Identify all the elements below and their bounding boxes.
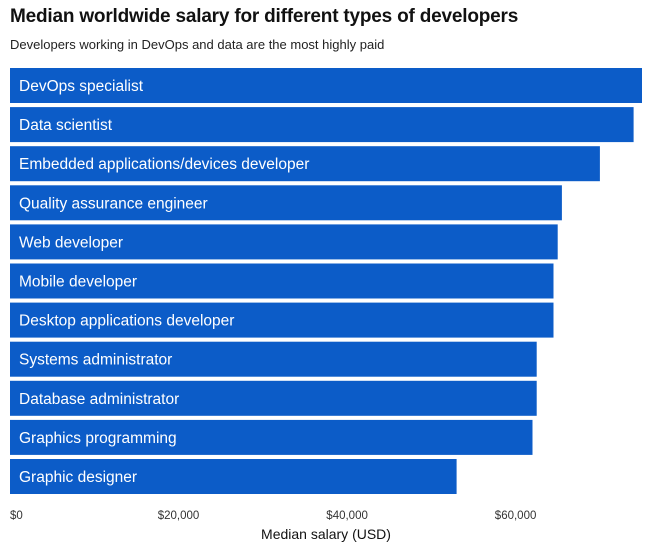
x-tick-label-2: $40,000 [326, 510, 368, 522]
bar-8 [10, 380, 537, 416]
chart-subtitle: Developers working in DevOps and data ar… [10, 37, 385, 52]
bar-9 [10, 419, 533, 455]
x-tick-label-1: $20,000 [158, 510, 200, 522]
x-tick-label-3: $60,000 [495, 510, 537, 522]
bar-6 [10, 302, 554, 338]
bar-7 [10, 341, 537, 377]
bar-5 [10, 263, 554, 299]
bar-label-4: Web developer [19, 234, 123, 251]
chart-title: Median worldwide salary for different ty… [10, 6, 519, 27]
bar-10 [10, 459, 457, 494]
bar-label-7: Systems administrator [19, 352, 172, 369]
bar-label-2: Embedded applications/devices developer [19, 156, 309, 173]
x-axis-title: Median salary (USD) [261, 526, 391, 542]
bar-label-1: Data scientist [19, 117, 113, 134]
bars-group: DevOps specialist Data scientist Embedded … [10, 68, 642, 494]
x-axis-ticks: $0 $20,000 $40,000 $60,000 [10, 510, 536, 522]
bar-3 [10, 185, 562, 221]
bar-label-8: Database administrator [19, 391, 179, 408]
bar-label-6: Desktop applications developer [19, 313, 234, 330]
x-tick-label-0: $0 [10, 510, 23, 522]
bar-label-9: Graphics programming [19, 430, 177, 447]
bar-2 [10, 146, 600, 182]
bar-label-5: Mobile developer [19, 274, 137, 291]
bar-0 [10, 68, 642, 103]
bar-label-10: Graphic designer [19, 469, 137, 486]
bar-label-0: DevOps specialist [19, 78, 144, 95]
bar-4 [10, 224, 558, 260]
bar-label-3: Quality assurance engineer [19, 195, 208, 212]
bar-1 [10, 107, 634, 143]
